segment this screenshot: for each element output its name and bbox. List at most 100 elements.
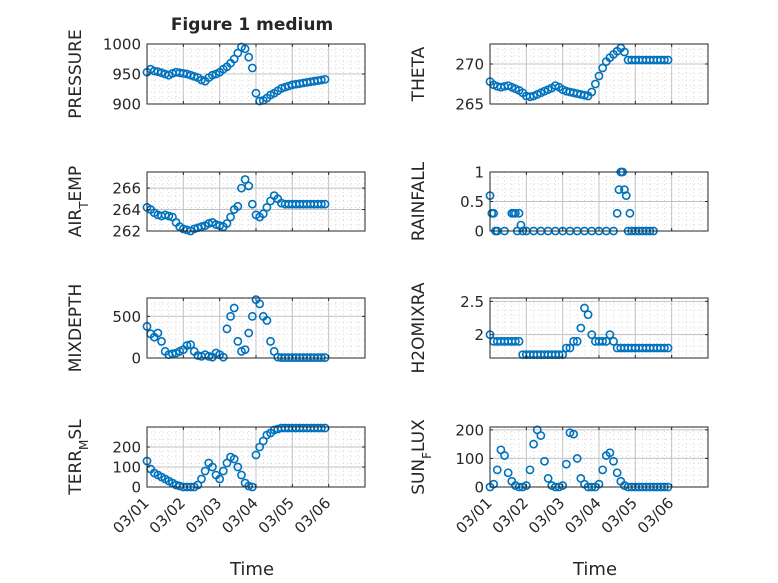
data-point (569, 429, 578, 439)
x-axis-label-left: Time (229, 559, 274, 580)
y-tick-label: 266 (112, 180, 141, 198)
data-point (240, 345, 250, 355)
x-tick-label: 03/03 (525, 494, 568, 537)
data-point (605, 448, 615, 458)
y-tick-label: 0 (474, 479, 484, 497)
data-series (142, 42, 330, 106)
data-point (558, 481, 568, 490)
data-point (251, 88, 261, 98)
x-tick-label: 03/05 (598, 494, 641, 537)
y-tick-label: 1000 (103, 36, 141, 54)
data-point (233, 201, 243, 211)
y-tick-label: 100 (112, 459, 141, 477)
subplot-air-temp: 262 264 266 AIRTEMP (66, 166, 366, 241)
data-point (316, 75, 326, 85)
figure-title: Figure 1 medium (171, 15, 333, 35)
data-point (251, 450, 261, 460)
data-point (316, 199, 326, 209)
data-point (247, 311, 257, 321)
subplot-h2omixra: 2 2.5 H2OMIXRA (409, 282, 709, 374)
data-series (142, 295, 330, 362)
data-point (543, 474, 553, 483)
y-tick-label: 1 (474, 164, 484, 182)
data-point (197, 222, 206, 232)
y-tick-label: 2 (474, 326, 484, 344)
x-tick-label: 03/01 (109, 494, 152, 537)
y-tick-label: 262 (112, 223, 141, 241)
y-axis-label: RAINFALL (409, 161, 429, 241)
data-point (583, 310, 593, 320)
data-point (614, 185, 624, 195)
data-point (240, 175, 250, 184)
data-point (204, 351, 214, 361)
data-point (620, 47, 629, 57)
data-point (594, 71, 604, 81)
data-point (561, 459, 571, 469)
data-point (612, 468, 622, 478)
y-tick-label: 200 (455, 421, 484, 439)
data-point (580, 90, 589, 100)
data-point (164, 211, 174, 221)
data-point (569, 336, 578, 346)
data-point (229, 303, 239, 313)
data-point (572, 454, 582, 463)
data-point (540, 456, 549, 466)
data-point (609, 336, 618, 346)
data-point (168, 349, 177, 359)
data-point (244, 181, 254, 191)
x-tick-label: 03/05 (255, 494, 298, 537)
data-point (598, 336, 608, 346)
subplot-mixdepth: 0 500 MIXDEPTH (66, 284, 366, 373)
x-tick-label: 03/03 (182, 494, 225, 537)
data-point (222, 324, 232, 334)
data-series (485, 43, 673, 102)
data-point (609, 456, 618, 466)
data-point (237, 470, 246, 480)
data-point (536, 431, 546, 440)
data-point (153, 328, 163, 338)
data-point (200, 466, 210, 476)
data-point (320, 199, 330, 209)
y-axis-label: MIXDEPTH (66, 284, 86, 373)
data-point (262, 202, 272, 212)
data-point (247, 199, 257, 209)
data-point (514, 208, 524, 218)
data-point (182, 341, 192, 350)
y-axis-label: TERRMSL (66, 419, 91, 496)
data-point (258, 209, 268, 219)
data-point (625, 208, 635, 218)
x-tick-label: 03/04 (218, 494, 261, 537)
data-point (572, 336, 582, 346)
data-point (587, 330, 597, 340)
data-point (598, 63, 608, 73)
data-point (226, 311, 235, 321)
x-axis-label-right: Time (572, 559, 617, 580)
data-point (511, 336, 520, 346)
data-point (247, 63, 257, 73)
data-point (320, 75, 330, 84)
y-tick-label: 270 (455, 56, 484, 74)
data-point (503, 468, 513, 478)
data-point (197, 474, 206, 484)
data-point (316, 423, 326, 433)
x-tick-label: 03/06 (291, 494, 334, 537)
y-tick-label: 264 (112, 201, 141, 219)
y-tick-label: 0 (474, 223, 484, 241)
data-point (244, 481, 254, 491)
data-point (500, 451, 509, 460)
data-point (576, 323, 586, 333)
data-point (663, 55, 673, 65)
data-point (660, 343, 669, 353)
data-point (233, 336, 243, 346)
data-point (660, 55, 669, 65)
data-point (511, 208, 520, 218)
data-point (492, 465, 502, 475)
data-point (620, 185, 629, 195)
data-series (142, 423, 330, 492)
data-point (529, 439, 538, 449)
subplot-theta: 265 270 THETA (409, 43, 709, 114)
y-tick-label: 0 (131, 479, 141, 497)
y-tick-label: 200 (112, 439, 141, 457)
data-point (207, 462, 217, 472)
